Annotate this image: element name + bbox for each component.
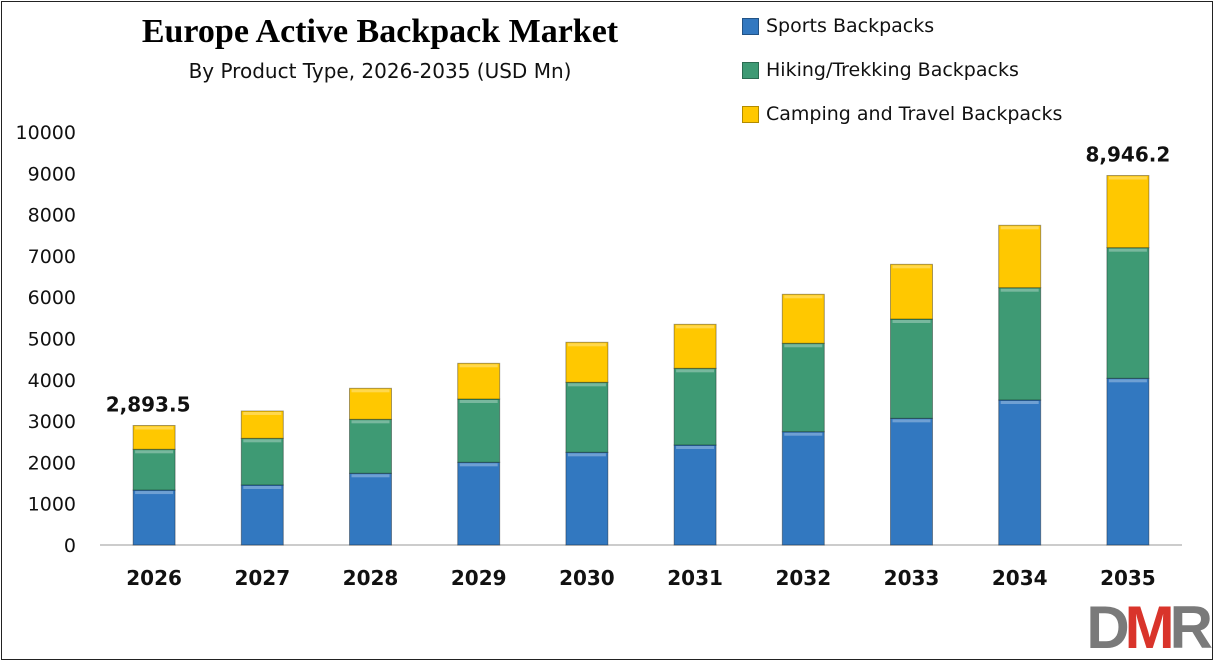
bar-segment <box>349 472 392 546</box>
y-tick-label: 4000 <box>28 370 76 392</box>
x-tick-label: 2034 <box>992 566 1048 590</box>
x-tick-label: 2027 <box>234 566 290 590</box>
bar-segment <box>457 398 501 463</box>
bar-bevel <box>1108 176 1147 180</box>
legend-swatch <box>742 61 759 79</box>
bar-bevel <box>784 344 823 348</box>
y-tick-label: 9000 <box>28 163 76 185</box>
bar-bevel <box>676 325 715 329</box>
bar-bevel <box>892 419 931 423</box>
legend-swatch <box>742 17 759 35</box>
bar-segment <box>998 224 1042 289</box>
bar-segment <box>565 341 609 383</box>
legend: Sports Backpacks Hiking/Trekking Backpac… <box>742 4 1062 136</box>
bar-segment <box>132 424 176 450</box>
bar-bevel <box>676 369 715 373</box>
bar-segment <box>781 293 825 344</box>
legend-label: Hiking/Trekking Backpacks <box>766 59 1019 81</box>
data-label: 2,893.5 <box>106 392 191 416</box>
x-tick-label: 2028 <box>343 566 399 590</box>
bar-bevel <box>1000 226 1039 230</box>
bar-segment <box>349 418 392 474</box>
bar-bevel <box>784 295 823 299</box>
bar-bevel <box>243 485 282 489</box>
x-tick-label: 2026 <box>126 566 182 590</box>
x-tick-label: 2032 <box>775 566 831 590</box>
dmr-logo: DMR <box>1086 594 1213 661</box>
bar-segment <box>565 451 609 546</box>
legend-item-sports: Sports Backpacks <box>742 4 1062 48</box>
legend-item-camping: Camping and Travel Backpacks <box>742 92 1062 136</box>
bar-bevel <box>567 343 606 347</box>
bar-segment <box>673 323 717 369</box>
legend-label: Sports Backpacks <box>766 15 935 37</box>
y-tick-label: 10000 <box>16 122 76 144</box>
bar-bevel <box>1108 248 1147 252</box>
bar-bevel <box>567 453 606 457</box>
bar-bevel <box>459 364 498 368</box>
x-tick-label: 2033 <box>884 566 940 590</box>
bar-segment <box>457 362 501 400</box>
bar-segment <box>1106 175 1150 249</box>
bar-bevel <box>1108 379 1147 383</box>
bar-segment <box>673 367 717 446</box>
legend-label: Camping and Travel Backpacks <box>766 103 1063 125</box>
bar-segment <box>781 342 825 433</box>
bar-segment <box>132 448 176 491</box>
bar-bevel <box>1000 288 1039 292</box>
bar-bevel <box>892 320 931 324</box>
legend-item-hiking: Hiking/Trekking Backpacks <box>742 48 1062 92</box>
data-label: 8,946.2 <box>1086 143 1171 167</box>
bar-bevel <box>459 463 498 467</box>
bar-bevel <box>135 426 174 430</box>
bar-bevel <box>892 265 931 269</box>
y-tick-label: 5000 <box>28 329 76 351</box>
bar-bevel <box>567 383 606 387</box>
x-tick-label: 2030 <box>559 566 615 590</box>
bar-bevel <box>243 411 282 415</box>
bar-bevel <box>1000 400 1039 404</box>
bar-segment <box>998 287 1042 401</box>
legend-swatch <box>742 105 759 123</box>
bar-segment <box>890 318 933 419</box>
x-tick-label: 2029 <box>451 566 507 590</box>
bar-segment <box>890 417 933 546</box>
chart-title: Europe Active Backpack Market <box>141 13 619 50</box>
bar-bevel <box>135 450 174 454</box>
x-tick-label: 2035 <box>1100 566 1156 590</box>
bar-segment <box>349 387 392 420</box>
bar-segment <box>457 461 501 546</box>
bar-segment <box>240 484 284 546</box>
bar-segment <box>998 399 1042 546</box>
y-tick-label: 0 <box>64 535 76 557</box>
bar-bevel <box>351 474 390 478</box>
bar-bevel <box>784 432 823 436</box>
y-tick-label: 2000 <box>28 452 76 474</box>
bar-segment <box>673 444 717 546</box>
bar-segment <box>565 381 609 453</box>
bar-segment <box>240 437 284 486</box>
x-tick-label: 2031 <box>667 566 723 590</box>
bar-bevel <box>351 389 390 393</box>
bar-segment <box>781 431 825 546</box>
bar-segment <box>240 410 284 439</box>
bar-segment <box>132 489 176 546</box>
bar-segment <box>1106 377 1150 546</box>
y-tick-label: 6000 <box>28 287 76 309</box>
bar-bevel <box>243 439 282 443</box>
y-tick-label: 3000 <box>28 411 76 433</box>
bar-bevel <box>676 446 715 450</box>
y-tick-label: 1000 <box>28 494 76 516</box>
chart-subtitle: By Product Type, 2026-2035 (USD Mn) <box>188 59 572 83</box>
bar-segment <box>890 263 933 320</box>
y-tick-label: 7000 <box>28 246 76 268</box>
bar-bevel <box>135 491 174 495</box>
y-tick-label: 8000 <box>28 205 76 227</box>
bar-bevel <box>459 400 498 404</box>
bar-segment <box>1106 247 1150 379</box>
bar-bevel <box>351 420 390 424</box>
